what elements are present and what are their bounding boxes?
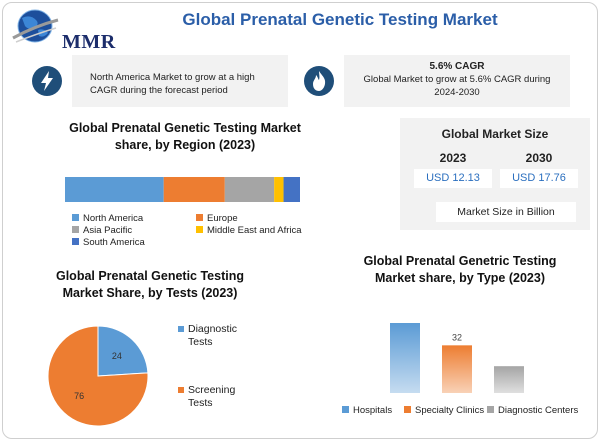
legend-hospitals: Hospitals [342,405,392,416]
info-box-north-america [72,55,288,107]
value-2023: USD 12.13 [414,169,492,188]
globe-logo-icon [12,9,59,43]
market-size-title: Global Market Size [441,127,549,141]
flame-icon [304,66,334,96]
legend-specialty-clinics: Specialty Clinics [404,405,484,416]
info-box-cagr [344,55,570,107]
pie-label-screening-tests: 76 [74,391,84,401]
region-chart-title: Global Prenatal Genetic Testing Market s… [69,121,301,152]
page-title: Global Prenatal Genetic Testing Market [182,10,498,29]
market-size-panel: Global Market Size 2023 2030 USD 12.13 U… [400,118,590,230]
type-chart-title: Global Prenatal Genetric Testing Market … [363,254,557,285]
pie-label-diagnostic-tests: 24 [112,351,122,361]
region-bar-segment-asia-pacific [224,177,275,202]
lightning-icon [32,66,62,96]
region-bar-segment-south-america [283,177,300,202]
type-bar-hospitals [390,323,420,393]
legend-europe: Europe [196,213,238,224]
legend-north-america: North America [72,213,143,224]
year-2023-label: 2023 [439,151,467,165]
region-bar-segment-europe [163,177,225,202]
type-bar-label-specialty-clinics: 32 [452,332,462,342]
tests-pie-chart: 24 76 [47,325,149,427]
legend-south-america: South America [72,237,145,248]
value-2030: USD 17.76 [500,169,578,188]
year-2030-label: 2030 [525,151,553,165]
type-bar-diagnostic-centers [494,366,524,393]
pie-slice-screening-tests [47,325,149,427]
legend-middle-east-africa: Middle East and Africa [196,225,302,236]
legend-diagnostic-tests: Diagnostic Tests [178,323,258,351]
cagr-text: Global Market to grow at 5.6% CAGR durin… [363,74,551,98]
tests-chart-title: Global Prenatal Genetic Testing Market S… [55,269,244,300]
market-size-unit: Market Size in Billion [436,202,576,222]
legend-asia-pacific: Asia Pacific [72,225,132,236]
legend-diagnostic-centers: Diagnostic Centers [487,405,578,416]
legend-screening-tests: Screening Tests [178,384,258,412]
region-bar-segment-north-america [65,177,164,202]
logo-text: MMR [62,31,116,53]
pie-slice-diagnostic-tests [97,325,149,377]
region-bar-segment-middle-east-and-africa [274,177,284,202]
info-text-north-america: North America Market to grow at a high C… [90,72,255,96]
type-bar-specialty-clinics [442,345,472,393]
cagr-headline: 5.6% CAGR [429,61,485,72]
